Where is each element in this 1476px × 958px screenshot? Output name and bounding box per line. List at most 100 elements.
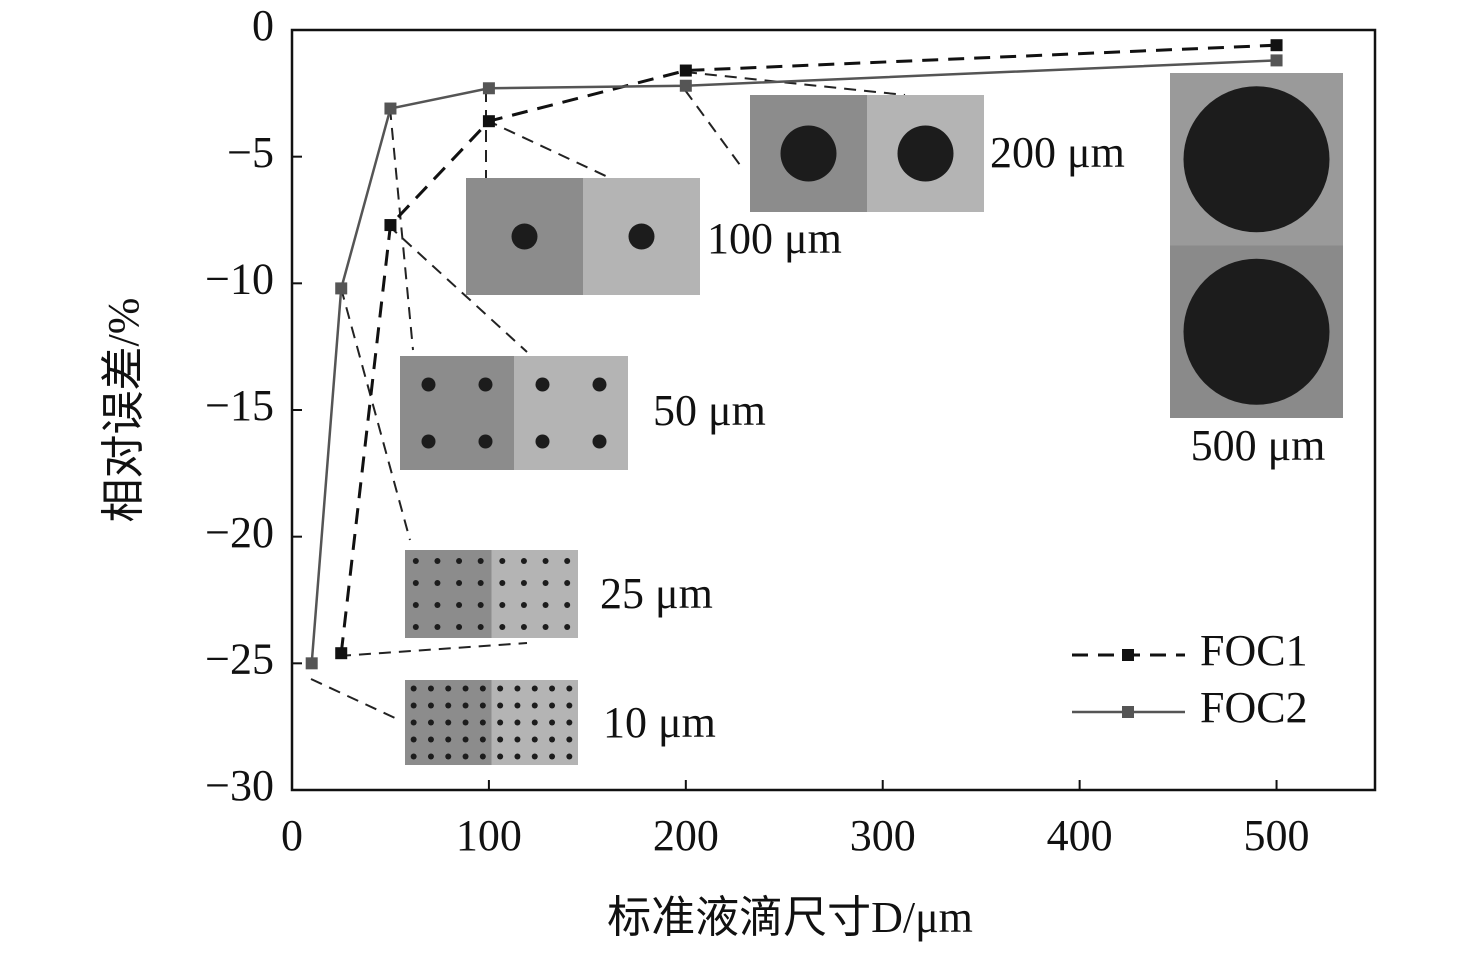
leader-line <box>684 89 741 166</box>
annotation: 100 μm <box>707 214 842 263</box>
inset-droplet <box>497 685 504 692</box>
inset-droplet <box>549 685 556 692</box>
inset-droplet <box>412 624 419 630</box>
inset-droplet <box>478 434 493 449</box>
inset-droplet <box>477 602 484 608</box>
inset-droplet <box>456 602 463 608</box>
inset-droplet <box>531 685 538 692</box>
legend-label: FOC1 <box>1200 626 1308 675</box>
inset-droplet <box>427 736 434 743</box>
inset-droplet <box>535 434 550 449</box>
data-point <box>384 219 397 232</box>
inset-droplet <box>780 125 837 182</box>
annotation: 25 μm <box>600 569 713 618</box>
leader-line <box>338 642 528 657</box>
data-point <box>335 282 348 295</box>
inset-droplet <box>514 736 521 743</box>
data-point <box>384 102 397 115</box>
inset-droplet <box>427 702 434 709</box>
y-tick-label: −25 <box>205 634 274 683</box>
data-point <box>482 115 495 128</box>
inset-droplet <box>427 685 434 692</box>
inset-droplet <box>497 702 504 709</box>
inset-droplet <box>897 125 954 182</box>
inset-droplet <box>520 602 527 608</box>
x-tick-label: 500 <box>1244 811 1310 860</box>
inset-droplet <box>511 223 538 250</box>
inset-droplet <box>477 624 484 630</box>
y-tick-label: −10 <box>205 254 274 303</box>
leader-line <box>387 224 528 353</box>
legend-marker <box>1122 649 1134 661</box>
inset-droplet <box>421 434 436 449</box>
inset-droplet <box>542 580 549 586</box>
inset-droplet <box>520 558 527 564</box>
inset-droplet <box>520 624 527 630</box>
leader-line <box>389 107 414 351</box>
inset-droplet <box>564 580 571 586</box>
inset-droplet <box>462 753 469 760</box>
inset-droplet <box>421 377 436 392</box>
y-tick-label: −30 <box>205 761 274 810</box>
leader-line <box>310 678 396 719</box>
inset-droplet <box>445 685 452 692</box>
y-tick-label: −20 <box>205 508 274 557</box>
legend-marker <box>1122 706 1134 718</box>
inset-droplet <box>445 719 452 726</box>
inset-droplet <box>410 736 417 743</box>
inset-droplet <box>479 719 486 726</box>
inset-droplet <box>412 602 419 608</box>
inset-droplet <box>520 580 527 586</box>
inset-droplet <box>497 753 504 760</box>
annotation: 50 μm <box>653 386 766 435</box>
inset-droplet <box>542 624 549 630</box>
data-point <box>335 647 348 660</box>
inset-droplet <box>434 624 441 630</box>
inset-droplet <box>566 719 573 726</box>
inset-droplet <box>434 580 441 586</box>
inset-image <box>514 356 628 470</box>
inset-droplet <box>549 702 556 709</box>
inset-droplet <box>592 434 607 449</box>
inset-droplet <box>497 736 504 743</box>
inset-droplet <box>566 685 573 692</box>
inset-droplet <box>514 753 521 760</box>
inset-droplet <box>564 602 571 608</box>
leader-line <box>485 119 611 179</box>
leader-line <box>684 71 906 96</box>
inset-droplet <box>542 558 549 564</box>
inset-droplet <box>514 685 521 692</box>
x-tick-label: 400 <box>1047 811 1113 860</box>
inset-image <box>405 550 492 638</box>
inset-droplet <box>479 753 486 760</box>
inset-droplet <box>434 602 441 608</box>
y-axis-label: 相对误差/% <box>99 298 148 523</box>
inset-droplet <box>514 719 521 726</box>
inset-droplet <box>499 558 506 564</box>
annotation: 500 μm <box>1191 421 1326 470</box>
leader-line <box>340 287 411 541</box>
inset-droplet <box>531 736 538 743</box>
inset-droplet <box>549 753 556 760</box>
inset-droplet <box>456 558 463 564</box>
inset-droplet <box>410 702 417 709</box>
inset-droplet <box>566 753 573 760</box>
inset-droplet <box>479 702 486 709</box>
inset-droplet <box>628 223 655 250</box>
inset-droplet <box>566 702 573 709</box>
inset-droplet <box>434 558 441 564</box>
inset-droplet <box>514 702 521 709</box>
x-axis-label: 标准液滴尺寸D/μm <box>607 893 973 942</box>
inset-droplet <box>549 736 556 743</box>
legend-label: FOC2 <box>1200 683 1308 732</box>
inset-droplet <box>445 702 452 709</box>
x-tick-label: 200 <box>653 811 719 860</box>
inset-droplet <box>462 702 469 709</box>
inset-droplet <box>462 685 469 692</box>
inset-droplet <box>479 736 486 743</box>
inset-droplet <box>477 580 484 586</box>
inset-image <box>491 550 578 638</box>
x-tick-label: 300 <box>850 811 916 860</box>
inset-droplet <box>592 377 607 392</box>
